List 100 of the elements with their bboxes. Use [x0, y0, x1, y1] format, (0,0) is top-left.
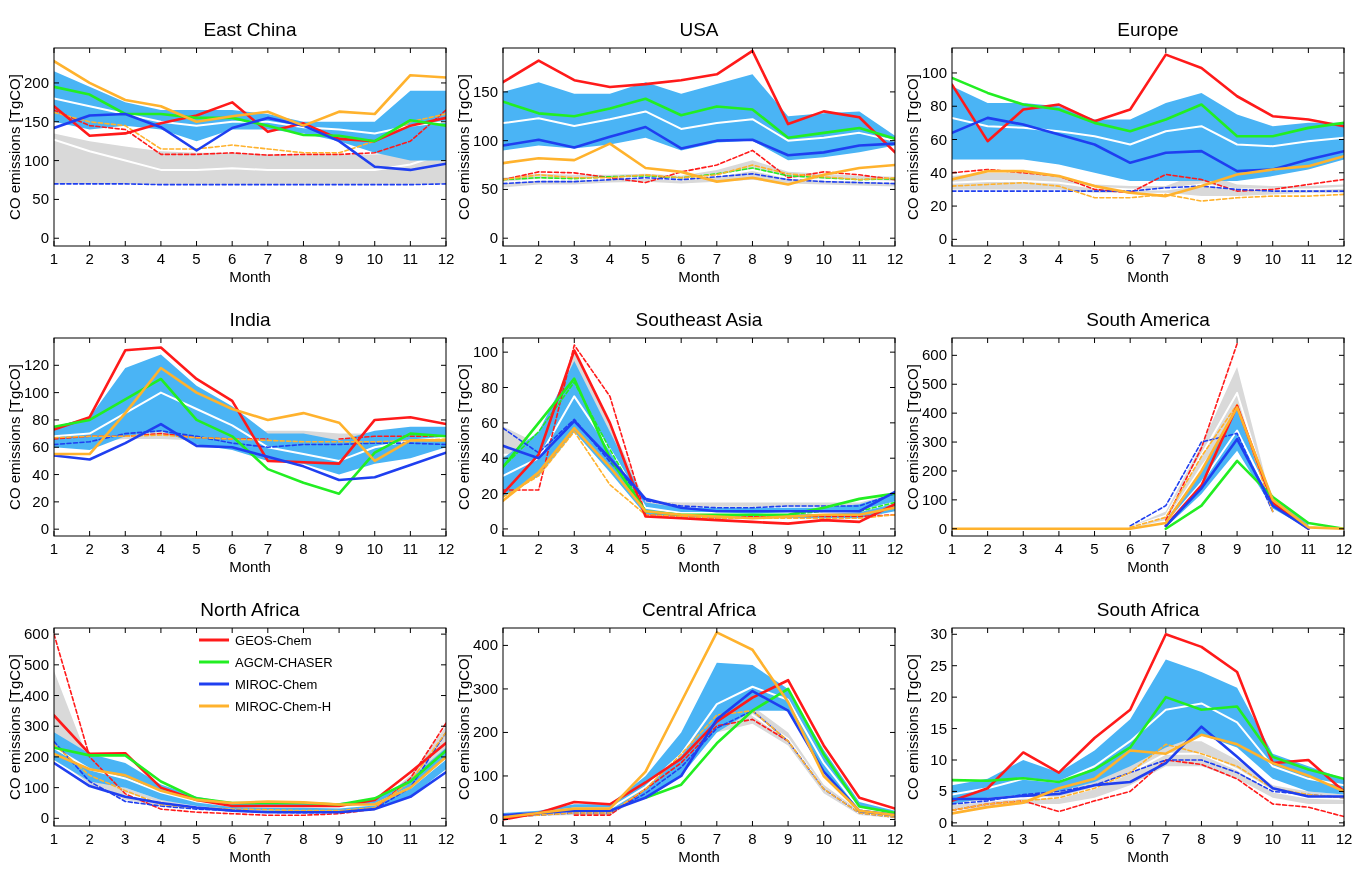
y-tick-label: 0: [489, 810, 498, 828]
x-tick-label: 3: [570, 540, 579, 557]
x-tick-label: 2: [534, 250, 543, 267]
x-tick-label: 4: [605, 540, 615, 557]
x-tick-label: 2: [983, 540, 992, 557]
x-tick-label: 9: [334, 540, 344, 557]
x-tick-label: 1: [49, 250, 59, 267]
y-tick-label: 600: [921, 346, 947, 364]
x-tick-label: 10: [366, 830, 384, 847]
x-tick-label: 5: [641, 830, 650, 847]
y-tick-label: 100: [23, 778, 49, 796]
x-tick-label: 2: [983, 250, 992, 267]
x-tick-label: 6: [228, 250, 237, 267]
x-tick-label: 4: [605, 250, 615, 267]
x-axis-title: Month: [1127, 848, 1169, 865]
chart-title: South America: [1086, 309, 1211, 330]
x-tick-label: 8: [1197, 540, 1206, 557]
x-tick-label: 3: [1019, 830, 1028, 847]
y-axis-title: CO emissions [TgCO]: [6, 654, 23, 800]
x-tick-label: 2: [534, 830, 543, 847]
x-tick-label: 1: [947, 250, 957, 267]
y-axis-title: CO emissions [TgCO]: [455, 74, 472, 220]
x-tick-label: 12: [1335, 250, 1353, 267]
x-tick-label: 12: [437, 830, 455, 847]
x-tick-label: 8: [1197, 250, 1206, 267]
x-tick-label: 7: [1161, 830, 1170, 847]
y-tick-label: 200: [921, 461, 947, 479]
y-tick-label: 10: [930, 751, 947, 768]
x-tick-label: 4: [1054, 250, 1064, 267]
y-axis-title: CO emissions [TgCO]: [6, 74, 23, 220]
y-tick-label: 80: [930, 97, 947, 115]
x-tick-label: 7: [1161, 540, 1170, 557]
y-tick-label: 300: [921, 433, 947, 451]
y-tick-label: 400: [472, 636, 498, 654]
x-tick-label: 2: [85, 830, 94, 847]
x-tick-label: 8: [748, 540, 757, 557]
y-tick-label: 50: [481, 180, 498, 198]
y-tick-label: 0: [40, 229, 49, 247]
x-tick-label: 4: [156, 540, 166, 557]
x-tick-label: 1: [947, 830, 957, 847]
x-tick-label: 3: [1019, 250, 1028, 267]
y-tick-label: 0: [489, 229, 498, 247]
x-tick-label: 8: [299, 830, 308, 847]
x-tick-label: 9: [1232, 250, 1242, 267]
x-tick-label: 5: [641, 250, 650, 267]
y-tick-label: 100: [472, 766, 498, 784]
x-axis-title: Month: [229, 268, 271, 285]
x-tick-label: 9: [783, 830, 793, 847]
y-tick-label: 20: [930, 688, 947, 706]
legend-label: AGCM-CHASER: [235, 655, 333, 670]
y-tick-label: 60: [930, 130, 947, 148]
y-tick-label: 150: [472, 82, 498, 100]
y-tick-label: 0: [40, 809, 49, 827]
x-tick-label: 11: [1300, 540, 1317, 557]
x-tick-label: 4: [605, 830, 615, 847]
y-tick-label: 0: [40, 520, 49, 538]
x-tick-label: 2: [85, 250, 94, 267]
x-tick-label: 7: [712, 250, 721, 267]
x-tick-label: 1: [498, 830, 508, 847]
x-tick-label: 5: [641, 540, 650, 557]
x-tick-label: 9: [783, 250, 793, 267]
x-tick-label: 7: [263, 250, 272, 267]
y-tick-label: 40: [32, 465, 49, 483]
y-tick-label: 600: [23, 625, 49, 643]
y-tick-label: 100: [23, 383, 49, 401]
x-tick-label: 11: [851, 540, 868, 557]
y-tick-label: 0: [938, 813, 947, 831]
x-tick-label: 12: [886, 830, 904, 847]
x-tick-label: 11: [402, 250, 419, 267]
y-tick-label: 40: [930, 163, 947, 181]
y-tick-label: 80: [32, 410, 49, 428]
x-tick-label: 6: [677, 540, 686, 557]
y-tick-label: 120: [23, 356, 49, 374]
x-tick-label: 12: [1335, 830, 1353, 847]
x-tick-label: 6: [228, 830, 237, 847]
chart-title: North Africa: [200, 599, 301, 620]
y-tick-label: 100: [472, 131, 498, 149]
x-tick-label: 1: [498, 540, 508, 557]
chart-title: USA: [679, 19, 719, 40]
x-tick-label: 11: [851, 250, 868, 267]
x-tick-label: 10: [815, 250, 833, 267]
x-axis-title: Month: [229, 558, 271, 575]
legend-label: GEOS-Chem: [235, 633, 312, 648]
x-tick-label: 1: [49, 830, 59, 847]
x-tick-label: 7: [1161, 250, 1170, 267]
y-tick-label: 100: [23, 151, 49, 169]
y-tick-label: 100: [921, 490, 947, 508]
y-tick-label: 300: [23, 717, 49, 735]
x-tick-label: 3: [121, 540, 130, 557]
x-axis-title: Month: [229, 848, 271, 865]
x-tick-label: 6: [677, 250, 686, 267]
x-tick-label: 5: [192, 540, 201, 557]
x-tick-label: 7: [263, 830, 272, 847]
x-tick-label: 3: [121, 250, 130, 267]
x-tick-label: 11: [1300, 250, 1317, 267]
y-tick-label: 0: [938, 230, 947, 248]
x-tick-label: 3: [121, 830, 130, 847]
y-tick-label: 200: [472, 723, 498, 741]
x-tick-label: 10: [1264, 250, 1282, 267]
y-tick-label: 5: [938, 782, 947, 800]
